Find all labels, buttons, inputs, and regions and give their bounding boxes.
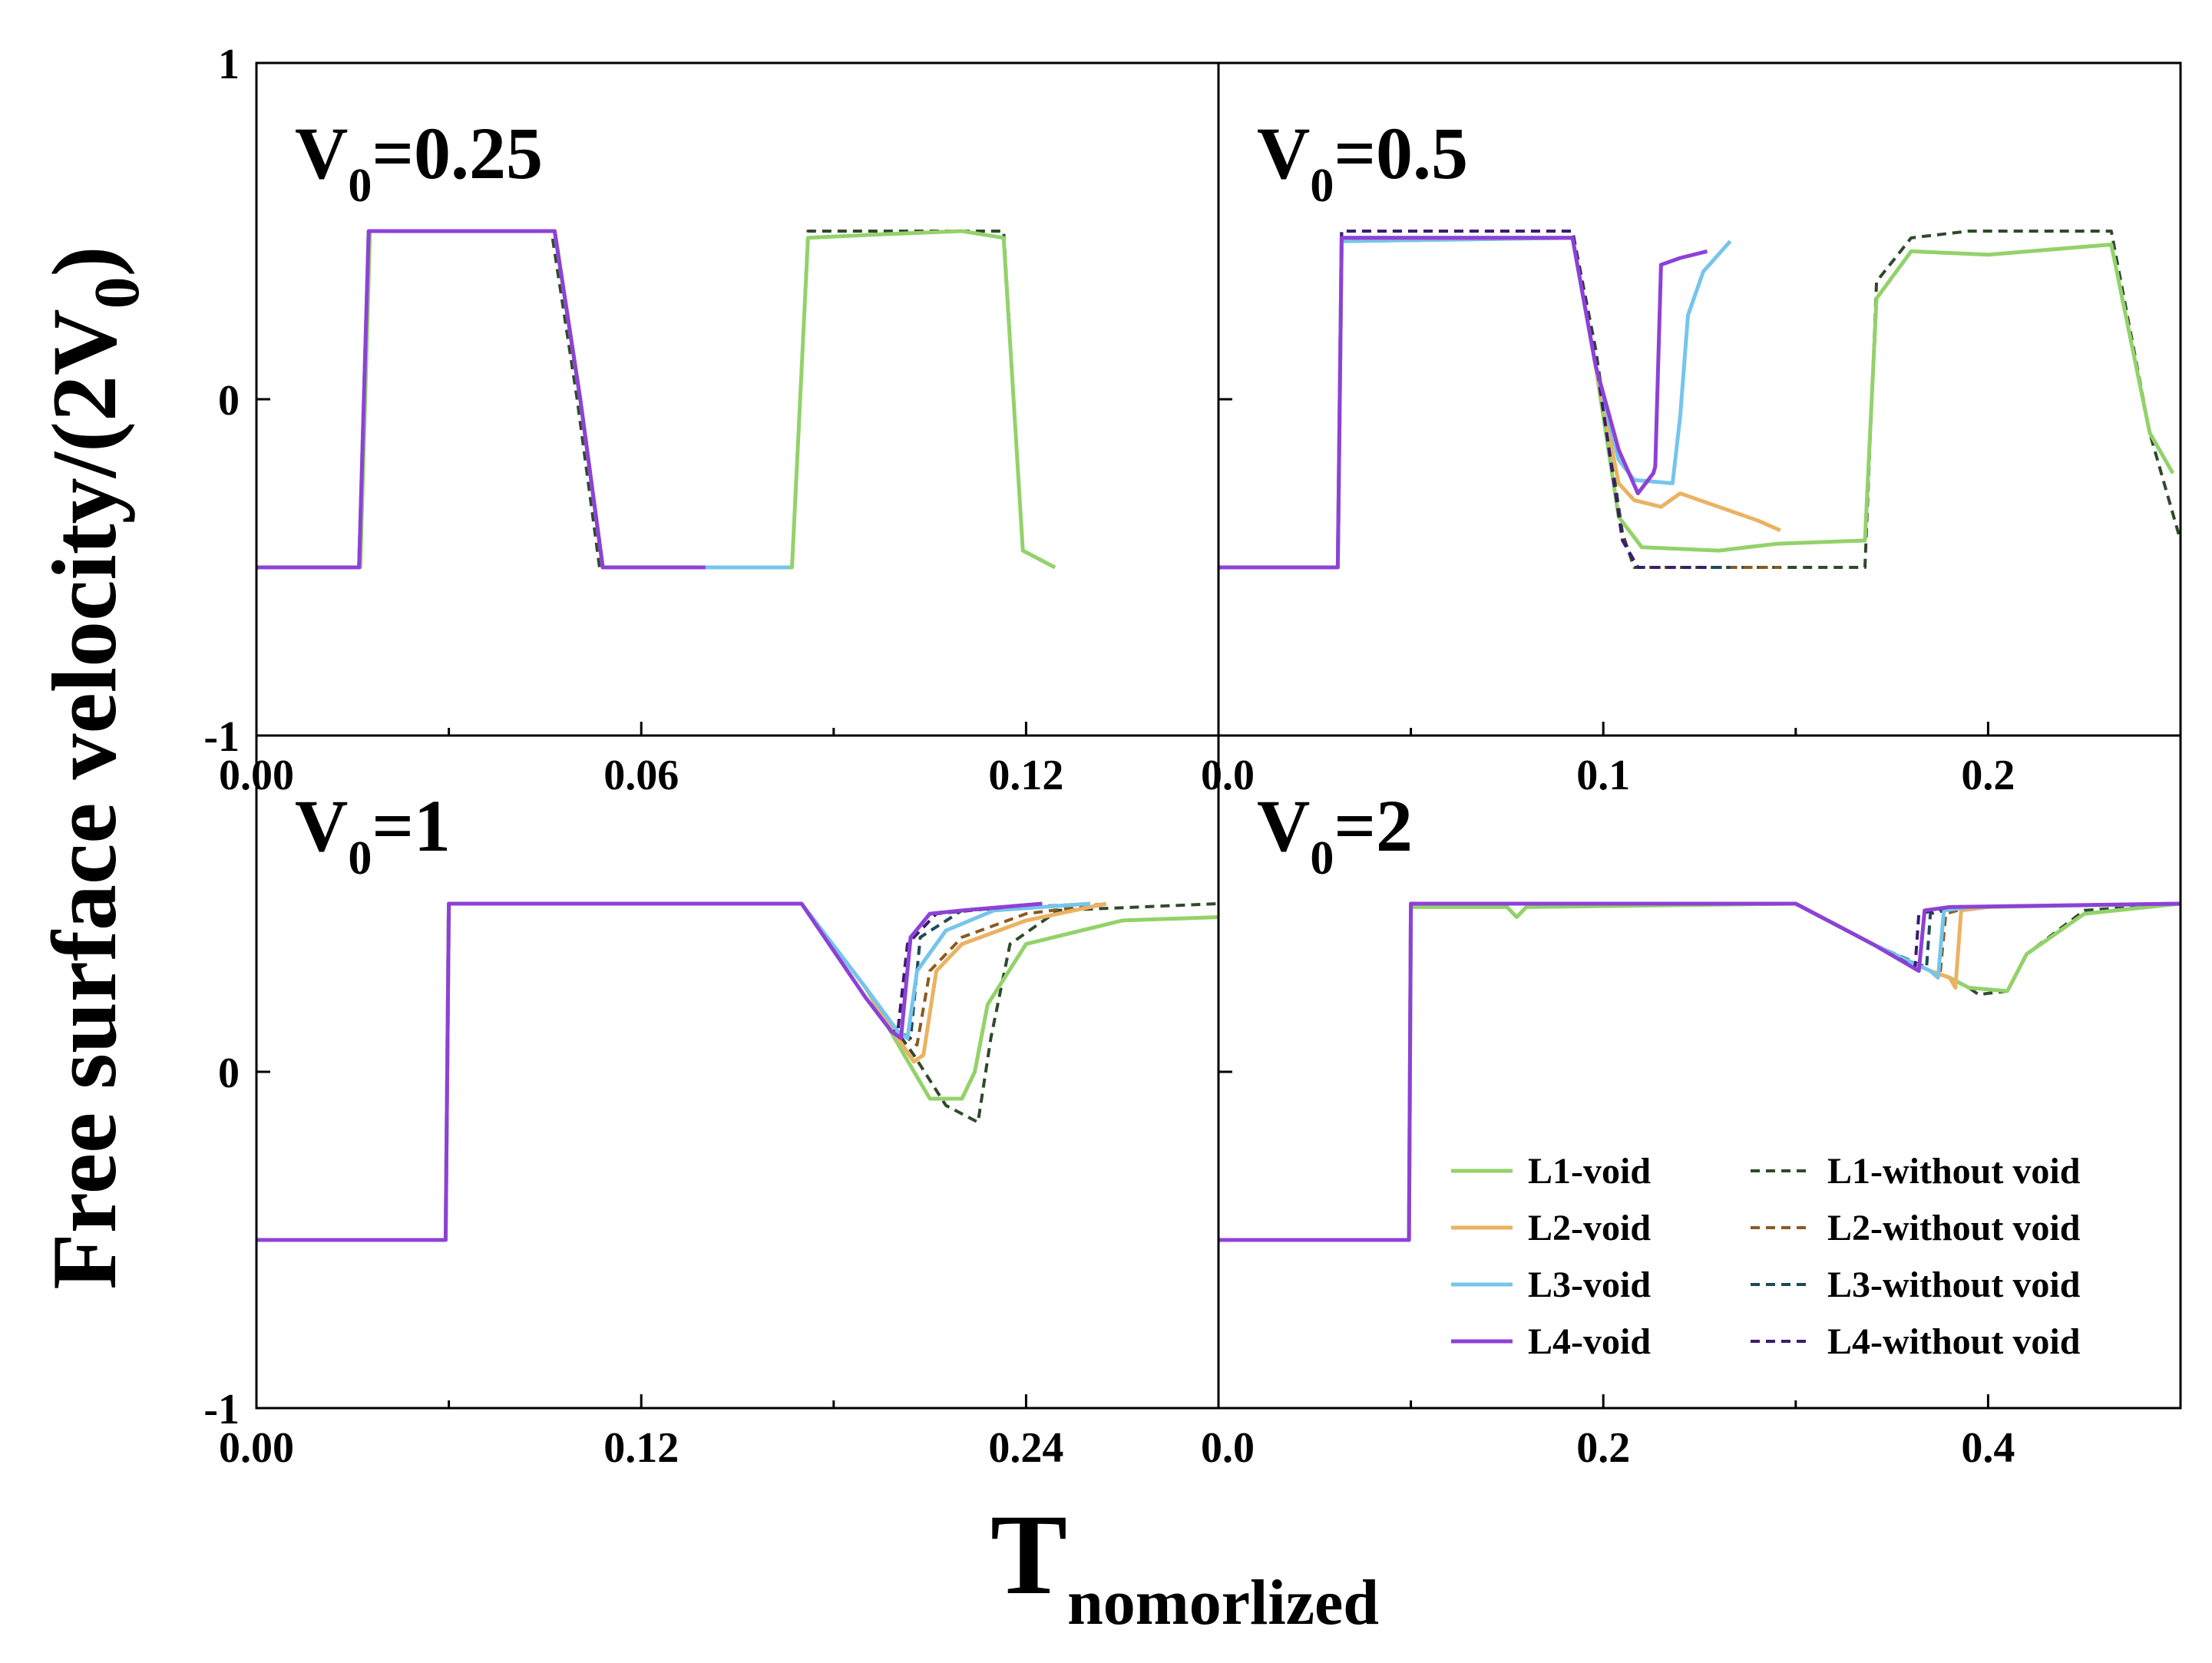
panel-title: V0=0.5 <box>1257 112 1468 212</box>
legend-label: L3-without void <box>1827 1265 2081 1305</box>
series-line-l4-void <box>256 901 1043 1242</box>
y-tick-label: -1 <box>203 713 240 761</box>
y-tick-label: 1 <box>218 713 240 761</box>
series-line-l2-without-void <box>256 902 1107 1241</box>
chart-panel-2: 0.0 0.1 0.2 V0=0.5 <box>1201 61 2182 799</box>
legend: L1-void L1-without void L2-void L2-without … <box>1451 1151 2081 1362</box>
panel-title: V0=1 <box>295 785 451 884</box>
x-tick-label: 0.00 <box>219 1424 294 1472</box>
x-axis-label: Tnomorlized <box>990 1491 1379 1638</box>
legend-label: L3-void <box>1528 1265 1651 1305</box>
chart-panel-3: 0.00 0.12 0.24 -1 0 1 V0=1 <box>203 713 1220 1472</box>
panel-title: V0=0.25 <box>295 112 543 212</box>
x-tick-label: 0.12 <box>603 1424 679 1472</box>
y-tick-label: -1 <box>203 1386 240 1433</box>
legend-label: L1-without void <box>1827 1151 2081 1192</box>
series-group <box>1218 230 2181 570</box>
x-tick-label: 0.0 <box>1201 752 1255 799</box>
legend-label: L4-without void <box>1827 1321 2081 1362</box>
chart-panel-4: 0.0 0.2 0.4 V0=2 <box>1201 734 2182 1472</box>
x-tick-label: 0.2 <box>1961 752 2015 799</box>
y-tick-label: 0 <box>218 1050 240 1097</box>
x-tick-label: 0.2 <box>1576 1424 1630 1472</box>
legend-label: L4-void <box>1528 1321 1651 1362</box>
x-tick-label: 0.0 <box>1201 1424 1255 1472</box>
legend-label: L2-without void <box>1827 1208 2081 1248</box>
series-group <box>256 229 1056 570</box>
series-group <box>256 901 1218 1242</box>
x-tick-label: 0.4 <box>1961 1424 2015 1472</box>
x-tick-label: 0.06 <box>603 752 679 799</box>
x-tick-label: 0.12 <box>988 752 1063 799</box>
y-tick-label: 1 <box>218 41 240 88</box>
x-tick-label: 0.24 <box>988 1424 1063 1472</box>
y-axis-label: Free surface velocity/(2V0) <box>33 246 153 1289</box>
series-line-l4-void <box>1218 236 1708 570</box>
panel-title: V0=2 <box>1257 785 1413 884</box>
series-line-l4-void <box>1218 901 2181 1242</box>
series-line-l4-void <box>256 229 706 570</box>
legend-label: L1-void <box>1528 1151 1651 1192</box>
series-group <box>1218 901 2181 1242</box>
y-tick-label: 0 <box>218 377 240 425</box>
legend-label: L2-void <box>1528 1208 1651 1248</box>
x-tick-label: 0.1 <box>1576 752 1630 799</box>
